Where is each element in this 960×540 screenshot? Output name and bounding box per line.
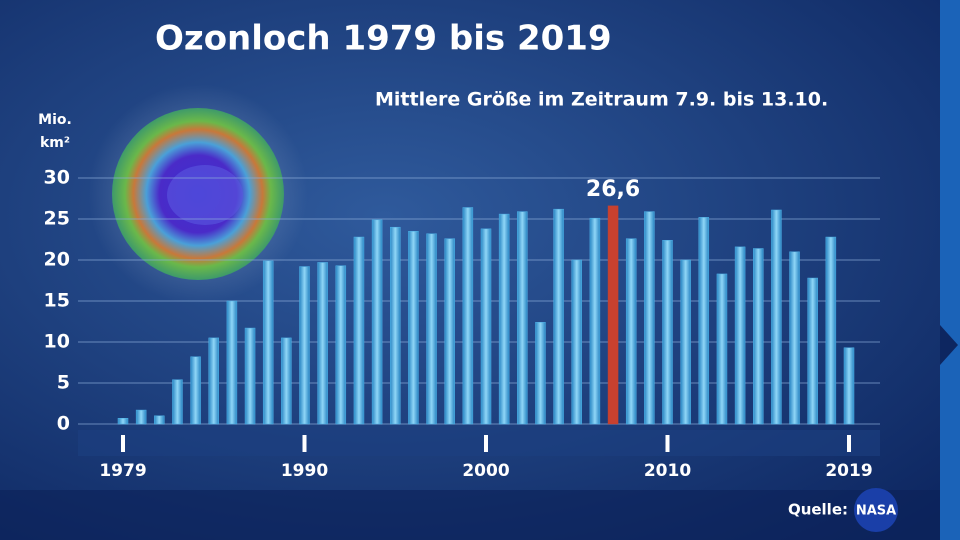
bar	[408, 231, 419, 425]
y-tick-label: 0	[57, 413, 70, 435]
value-label: 26,6	[586, 177, 640, 202]
y-label: km²	[40, 135, 70, 151]
x-tick	[484, 435, 488, 452]
y-tick-label: 25	[44, 208, 70, 230]
x-tick	[665, 435, 670, 452]
bar	[172, 379, 183, 425]
bar	[371, 219, 383, 425]
bar	[535, 322, 546, 425]
y-tick-label: 30	[44, 167, 70, 189]
x-tick-label: 1979	[99, 461, 146, 481]
bar	[117, 418, 129, 425]
bar	[843, 347, 855, 425]
side-stripe	[940, 0, 960, 540]
bar	[135, 409, 147, 425]
bar	[553, 208, 564, 425]
bar	[353, 236, 365, 425]
bar	[571, 259, 582, 425]
bar	[444, 238, 455, 425]
bar	[190, 356, 201, 425]
bar	[426, 233, 437, 425]
x-tick-label: 2019	[825, 461, 872, 481]
y-label: Mio.	[38, 112, 72, 128]
y-tick-label: 15	[44, 290, 70, 312]
bar	[644, 211, 655, 425]
bar	[825, 236, 837, 425]
bar	[753, 248, 764, 425]
bar	[498, 213, 510, 425]
logo-badge	[854, 488, 898, 532]
side-arrow	[940, 325, 958, 365]
bar	[299, 266, 310, 425]
x-tick	[847, 435, 851, 452]
bar	[517, 211, 528, 425]
bar	[244, 327, 256, 425]
x-tick-label: 2010	[644, 461, 691, 481]
bar	[335, 265, 347, 425]
y-tick-label: 20	[44, 249, 70, 271]
chart-title: Ozonloch 1979 bis 2019	[155, 19, 612, 59]
bar	[625, 238, 637, 425]
y-tick-label: 5	[57, 372, 70, 394]
bar	[607, 205, 619, 425]
x-tick	[121, 435, 125, 452]
antarctica	[167, 165, 243, 225]
bar	[281, 337, 292, 425]
bar	[262, 260, 274, 425]
x-axis-band	[78, 430, 880, 456]
chart-subtitle: Mittlere Größe im Zeitraum 7.9. bis 13.1…	[375, 89, 828, 111]
bar	[480, 228, 492, 425]
bar	[208, 337, 219, 425]
bar	[662, 240, 673, 425]
bar	[589, 217, 601, 425]
bar	[226, 300, 238, 425]
bottom-band	[0, 490, 940, 540]
source-label: Quelle:	[788, 501, 848, 519]
bar	[317, 262, 328, 425]
bar	[698, 217, 710, 425]
bar	[807, 277, 818, 425]
bar	[716, 273, 728, 425]
bar	[789, 251, 800, 425]
x-tick	[302, 435, 307, 452]
bar	[680, 259, 691, 425]
x-tick-label: 1990	[281, 461, 328, 481]
bar	[734, 246, 746, 425]
x-tick-label: 2000	[462, 461, 509, 481]
bar	[154, 415, 165, 425]
bar	[771, 209, 782, 425]
bar	[390, 226, 401, 425]
y-tick-label: 10	[44, 331, 70, 353]
logo: NASA	[856, 504, 896, 519]
bar	[462, 207, 474, 425]
